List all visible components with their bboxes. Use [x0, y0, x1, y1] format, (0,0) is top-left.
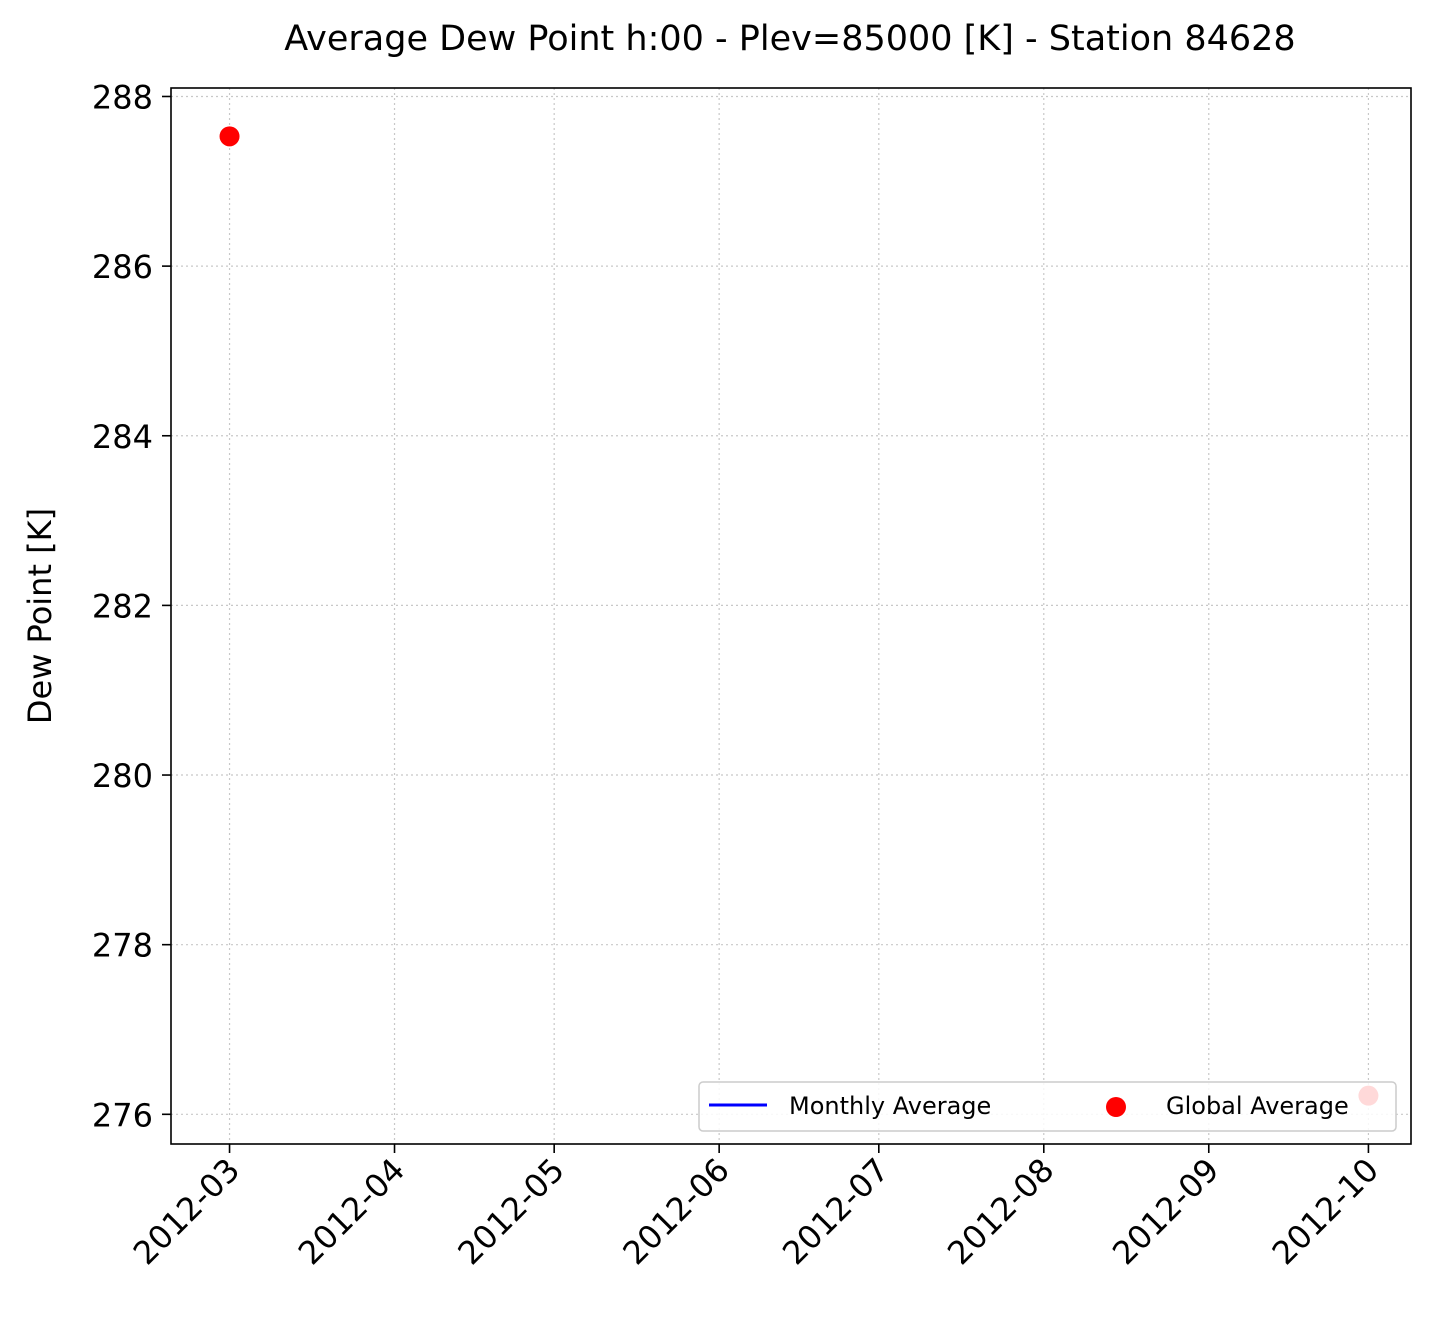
y-tick-label: 278	[92, 927, 153, 965]
y-tick-label: 286	[92, 248, 153, 286]
legend-dot-swatch	[1106, 1097, 1126, 1117]
plot-frame	[170, 87, 1412, 1145]
y-tick-label: 284	[92, 418, 153, 456]
y-tick-label: 276	[92, 1096, 153, 1134]
legend-label-monthly-average: Monthly Average	[789, 1092, 991, 1120]
chart-title: Average Dew Point h:00 - Plev=85000 [K] …	[284, 19, 1295, 59]
global-average-point	[219, 126, 240, 147]
legend-label-global-average: Global Average	[1166, 1092, 1349, 1120]
y-tick-label: 280	[92, 757, 153, 795]
y-tick-label: 288	[92, 78, 153, 116]
y-tick-label: 282	[92, 587, 153, 625]
grid-layer	[171, 88, 1411, 1144]
legend-box	[698, 1081, 1397, 1132]
legend: Monthly Average Global Average	[698, 1081, 1397, 1132]
y-axis-label: Dew Point [K]	[21, 508, 59, 724]
